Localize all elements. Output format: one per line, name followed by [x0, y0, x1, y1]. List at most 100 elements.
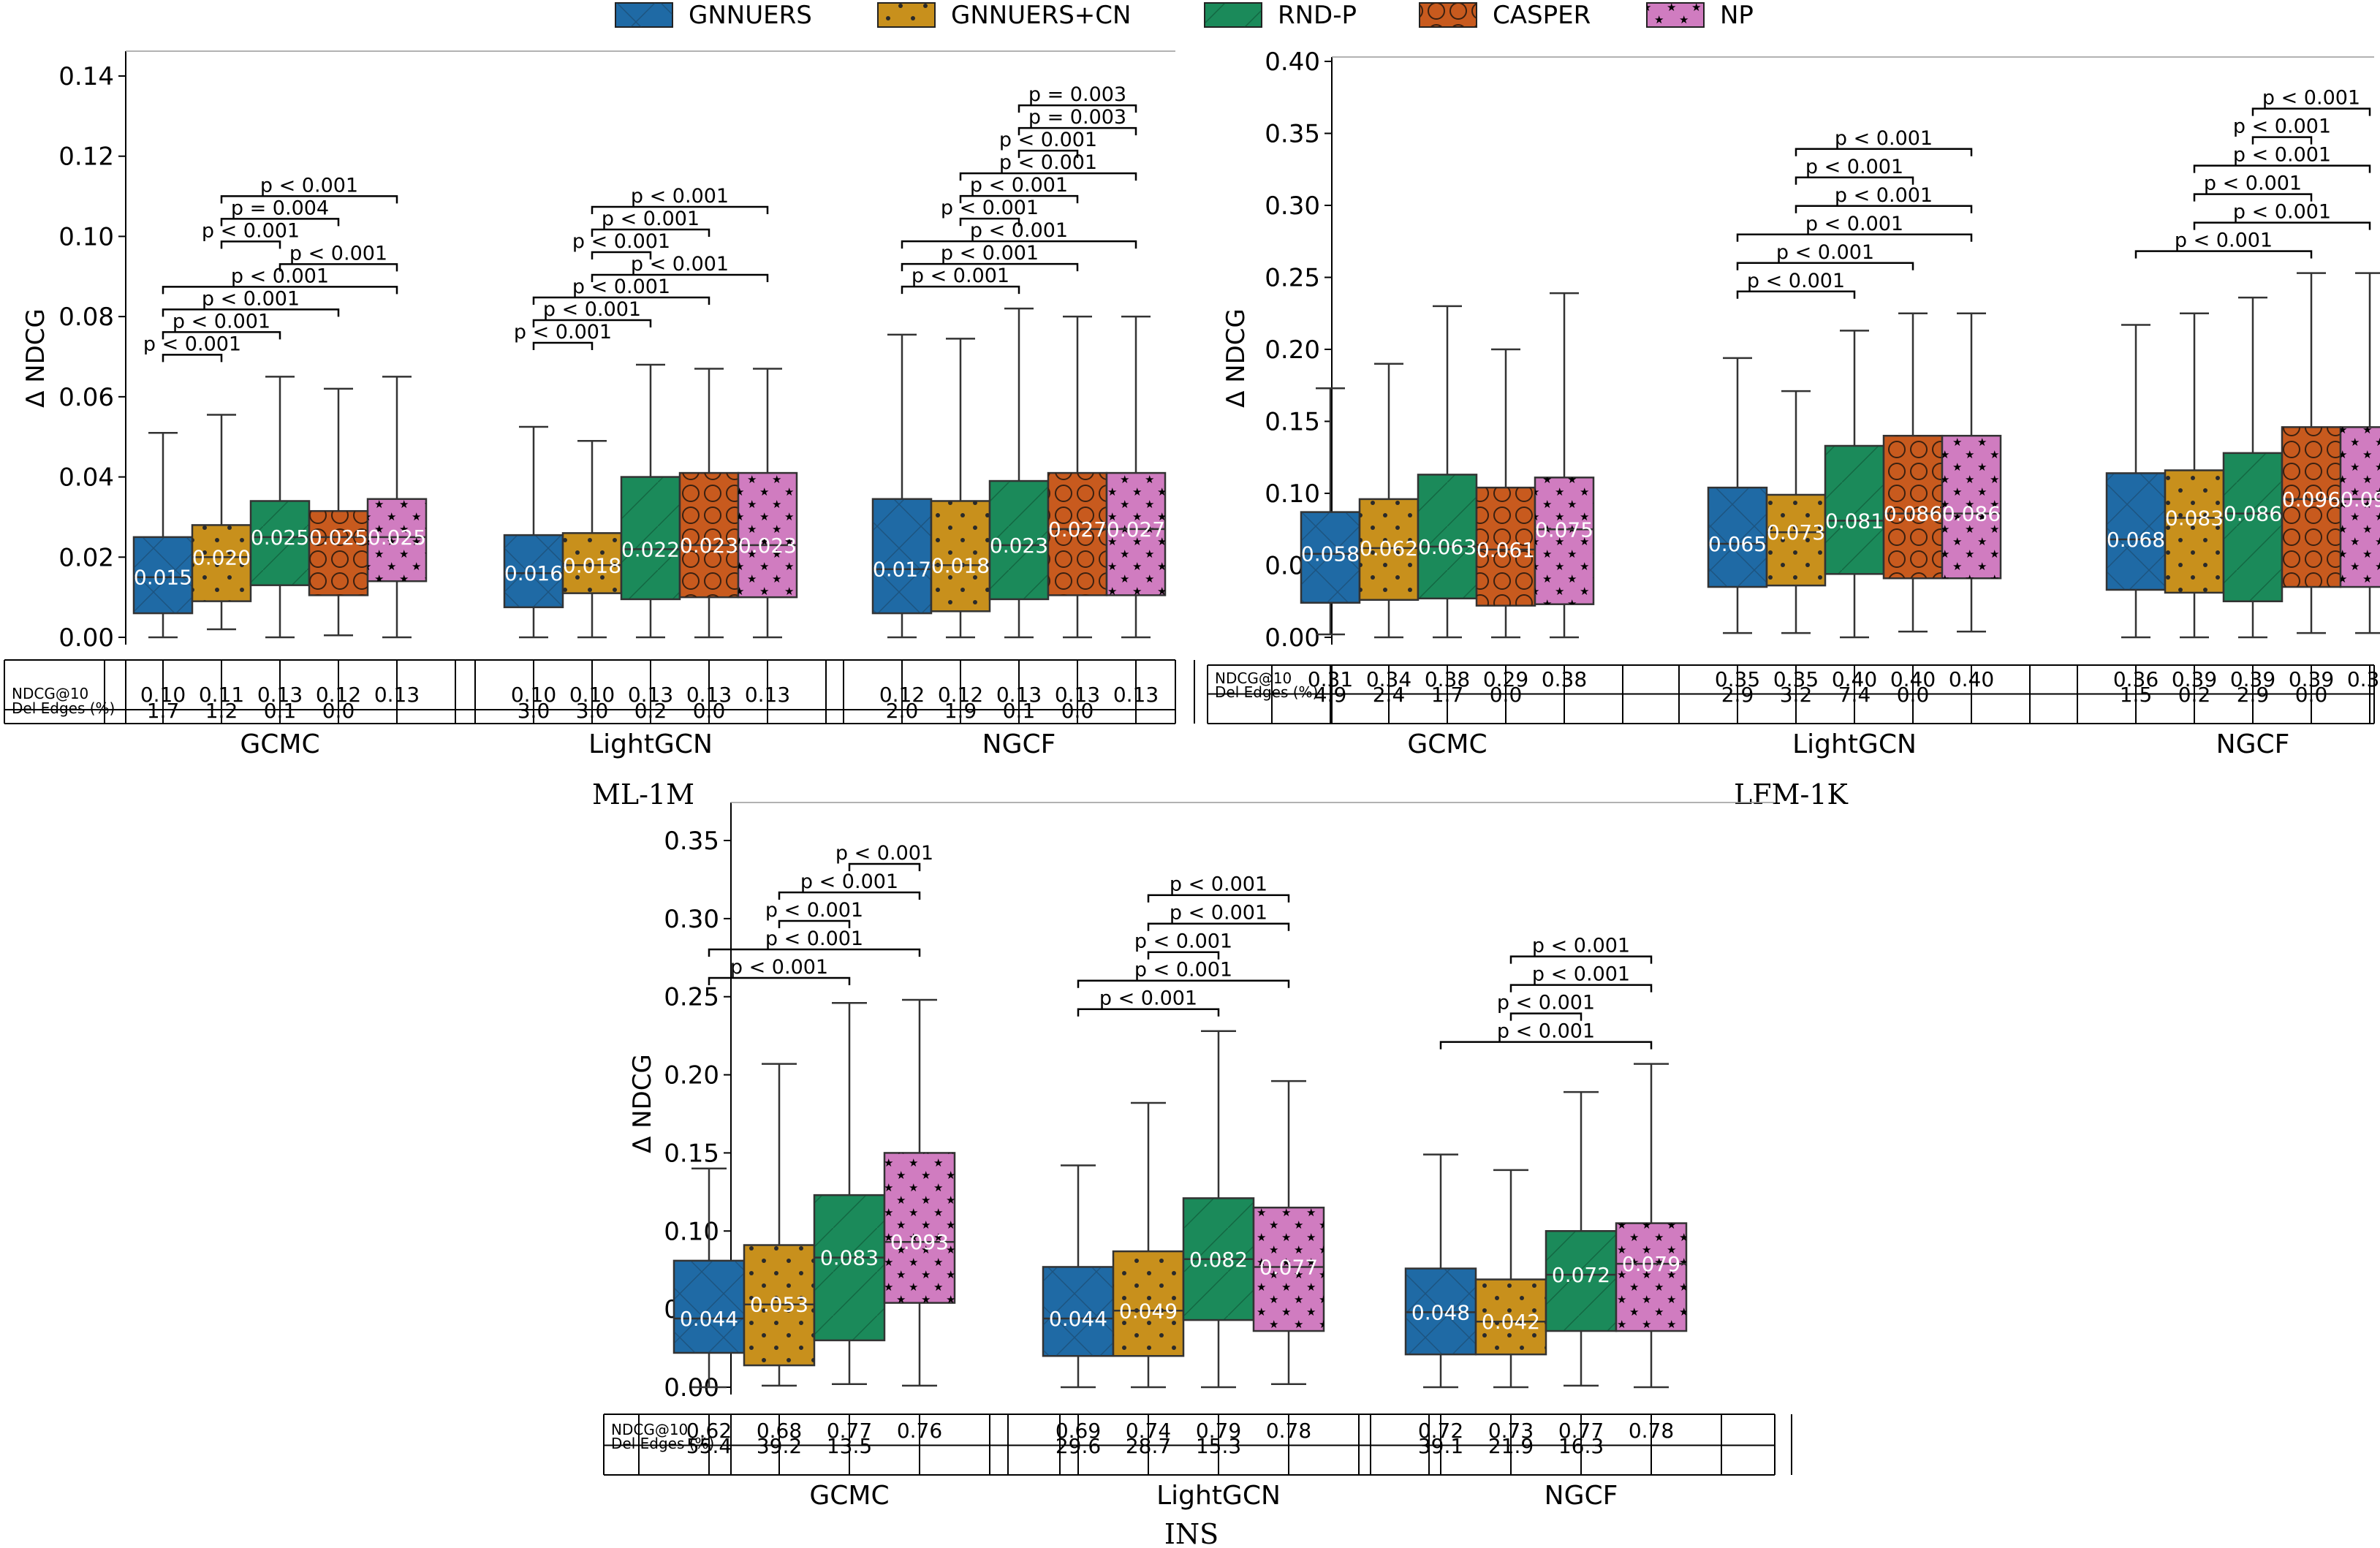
- table-del-cell: 1.7: [1431, 683, 1464, 707]
- table-del-cell: 39.2: [757, 1434, 802, 1458]
- table-del-cell: 2.9: [1721, 683, 1754, 707]
- table-ndcg-cell: 0.12: [879, 683, 925, 707]
- bracket-line: [1795, 148, 1973, 156]
- y-tick-label: 0.10: [1265, 479, 1320, 509]
- box-gnnuers: 0.048: [1404, 1153, 1477, 1389]
- median-label: 0.081: [1825, 509, 1884, 533]
- median-label: 0.075: [1535, 517, 1593, 542]
- table-del-cell: 2.4: [1373, 683, 1406, 707]
- box-gnnuers-cn: 0.042: [1474, 1169, 1547, 1389]
- pvalue-bracket: p < 0.001: [999, 129, 1097, 159]
- box-hatch: [1767, 494, 1825, 586]
- bracket-line: [162, 331, 281, 340]
- box-hatch: [884, 1153, 955, 1303]
- bracket-line: [2193, 193, 2313, 202]
- pvalue-label: p < 0.001: [1099, 987, 1197, 1010]
- bracket-line: [708, 976, 851, 985]
- table-ndcg-cell: 0.10: [511, 683, 556, 707]
- box-casper: 0.025: [308, 387, 369, 637]
- bracket-line: [959, 217, 1020, 227]
- bracket-line: [220, 218, 340, 227]
- y-tick-label: 0.08: [58, 303, 114, 332]
- box-hatch: [2165, 470, 2224, 593]
- table-ndcg-cell: 0.38: [1542, 667, 1587, 691]
- pvalue-bracket: p < 0.001: [591, 208, 710, 237]
- pvalue-label: p < 0.001: [1134, 930, 1232, 953]
- bracket-line: [1736, 290, 1856, 299]
- pvalue-bracket: p < 0.001: [1077, 987, 1220, 1017]
- table-del-cell: 0.0: [1061, 699, 1094, 723]
- table-del-cell: 7.4: [1838, 683, 1871, 707]
- pvalue-label: p < 0.001: [2204, 172, 2302, 195]
- y-tick-label: 0.15: [1265, 408, 1320, 437]
- box-gnnuers: 0.068: [2105, 324, 2167, 639]
- y-tick-label: 0.10: [664, 1217, 719, 1246]
- group-label: LightGCN: [1156, 1481, 1281, 1511]
- median-label: 0.086: [1942, 502, 2001, 526]
- table-ndcg-cell: 0.13: [374, 683, 420, 707]
- table-del-cell: 0.1: [264, 699, 297, 723]
- pvalue-label: p < 0.001: [2175, 229, 2273, 252]
- table-del-cell: 0.0: [2295, 683, 2328, 707]
- median-label: 0.086: [2224, 502, 2282, 526]
- box-hatch: [1418, 474, 1477, 599]
- box-hatch: [1535, 477, 1593, 604]
- pvalue-bracket: p = 0.003: [1017, 83, 1137, 113]
- legend: GNNUERS GNNUERS+CN RND-P CASPER NP: [615, 1, 1754, 30]
- box-np: 0.075: [1534, 292, 1595, 639]
- pvalue-bracket: p < 0.001: [591, 253, 769, 282]
- box-hatch: [931, 501, 990, 612]
- table-del-cell: 0.0: [1897, 683, 1930, 707]
- y-axis-label: Δ NDCG: [21, 308, 50, 408]
- table-ndcg-cell: 0.39: [2289, 667, 2334, 691]
- table-ndcg-cell: 0.78: [1266, 1419, 1311, 1443]
- box-casper: 0.027: [1047, 315, 1108, 639]
- table-del-cell: 1.9: [944, 699, 977, 723]
- box-hatch: [1301, 512, 1360, 603]
- median-label: 0.025: [368, 526, 426, 550]
- box-hatch: [2341, 427, 2380, 588]
- table-ndcg-cell: 0.38: [1425, 667, 1470, 691]
- pvalue-label: p < 0.001: [202, 287, 300, 310]
- table-del-cell: 28.7: [1126, 1434, 1171, 1458]
- pvalue-label: p < 0.001: [173, 310, 270, 333]
- table-del-cell: 0.0: [322, 699, 355, 723]
- median-label: 0.027: [1107, 517, 1165, 542]
- y-tick-label: 0.25: [1265, 264, 1320, 293]
- pvalue-label: p < 0.001: [202, 219, 300, 242]
- median-label: 0.042: [1482, 1310, 1540, 1334]
- box-gnnuers-cn: 0.083: [2164, 312, 2225, 639]
- pvalue-label: p < 0.001: [1497, 992, 1595, 1014]
- table-del-cell: 16.3: [1558, 1434, 1604, 1458]
- panel-ml-1m: 0.00 0.02 0.04 0.06 0.08 0.10 0.12 0.14 Δ NDCG ND…: [4, 50, 1195, 811]
- pvalue-bracket: p < 0.001: [2193, 172, 2313, 202]
- legend-swatch-hatch: [1205, 3, 1262, 27]
- median-label: 0.018: [563, 553, 621, 577]
- table-ndcg-cell: 0.40: [1890, 667, 1936, 691]
- box-hatch: [2107, 473, 2165, 590]
- pvalue-label: p < 0.001: [1805, 213, 1903, 235]
- pvalue-label: p < 0.001: [1170, 873, 1267, 896]
- y-tick-label: 0.12: [58, 143, 114, 172]
- table-del-cell: 39.1: [1418, 1434, 1463, 1458]
- table-del-cell: 0.0: [693, 699, 726, 723]
- box-hatch: [674, 1260, 744, 1353]
- bracket-line: [1147, 951, 1220, 960]
- bracket-line: [848, 862, 921, 871]
- panel-ins: 0.000.050.100.150.200.250.300.35Δ NDCGND…: [603, 802, 1792, 1548]
- bracket-line: [1509, 955, 1653, 964]
- bracket-line: [1509, 1012, 1583, 1021]
- box-hatch: [1476, 1279, 1546, 1355]
- bracket-line: [1147, 894, 1290, 903]
- box-hatch: [1048, 473, 1107, 596]
- y-axis-label: Δ NDCG: [1221, 308, 1251, 408]
- box-hatch: [1708, 487, 1767, 588]
- y-axis-label: Δ NDCG: [628, 1054, 657, 1153]
- pvalue-label: p < 0.001: [631, 253, 729, 276]
- median-label: 0.068: [2107, 528, 2165, 552]
- pvalue-bracket: p < 0.001: [1736, 213, 1973, 242]
